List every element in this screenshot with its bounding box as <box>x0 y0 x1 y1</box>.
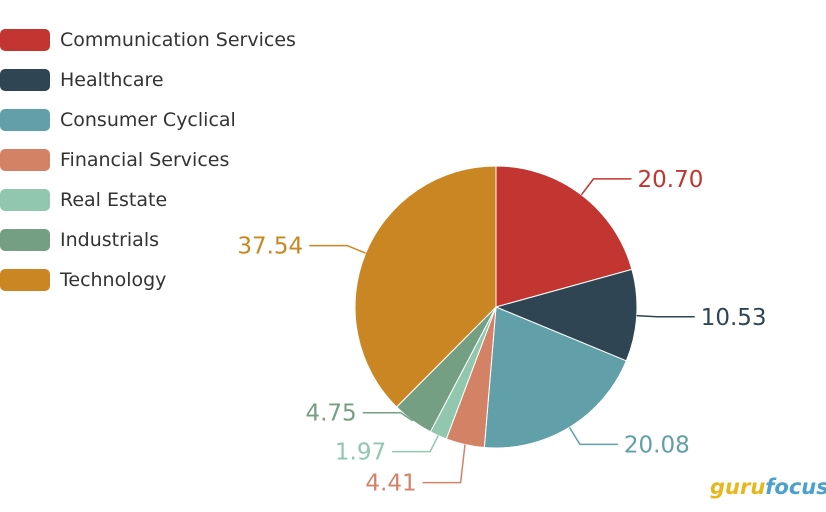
legend-item-consumer-cyclical[interactable]: Consumer Cyclical <box>0 109 236 131</box>
legend-label: Communication Services <box>60 29 296 51</box>
value-label-real-estate: 1.97 <box>335 440 386 466</box>
legend-label: Healthcare <box>60 69 164 91</box>
legend-label: Consumer Cyclical <box>60 109 236 131</box>
legend-swatch <box>0 149 50 171</box>
value-label-industrials: 4.75 <box>305 401 356 427</box>
leader-line-financial-services <box>422 444 466 484</box>
legend-swatch <box>0 189 50 211</box>
legend-swatch <box>0 29 50 51</box>
legend-label: Technology <box>59 269 166 291</box>
legend-item-financial-services[interactable]: Financial Services <box>0 149 229 171</box>
gurufocus-watermark: gurufocus <box>710 475 826 499</box>
legend-item-communication-services[interactable]: Communication Services <box>0 29 296 51</box>
legend-label: Industrials <box>60 229 159 251</box>
leader-lines <box>309 178 695 484</box>
leader-line-real-estate <box>392 435 439 453</box>
slice-consumer-cyclical[interactable] <box>483 306 627 449</box>
value-label-financial-services: 4.41 <box>365 471 416 497</box>
legend-swatch <box>0 269 50 291</box>
value-labels: 20.70 10.53 20.08 4.41 1.97 4.75 37.54 <box>237 167 766 497</box>
value-label-technology: 37.54 <box>237 234 303 260</box>
legend-item-real-estate[interactable]: Real Estate <box>0 189 167 211</box>
legend-swatch <box>0 229 50 251</box>
leader-line-consumer-cyclical <box>568 427 618 446</box>
legend-item-technology[interactable]: Technology <box>0 269 166 291</box>
slice-communication-services[interactable] <box>495 165 633 308</box>
pie-slices <box>354 165 638 449</box>
legend-item-industrials[interactable]: Industrials <box>0 229 159 251</box>
leader-line-healthcare <box>636 314 695 318</box>
leader-line-communication-services <box>580 178 632 196</box>
watermark-text: gurufocus <box>710 475 826 499</box>
legend-swatch <box>0 69 50 91</box>
leader-line-industrials <box>362 411 414 422</box>
legend-label: Financial Services <box>60 149 229 171</box>
value-label-consumer-cyclical: 20.08 <box>624 432 690 458</box>
value-label-communication-services: 20.70 <box>638 167 704 193</box>
leader-line-technology <box>309 244 366 254</box>
legend-label: Real Estate <box>60 189 167 211</box>
legend-swatch <box>0 109 50 131</box>
legend-item-healthcare[interactable]: Healthcare <box>0 69 164 91</box>
value-label-healthcare: 10.53 <box>701 305 767 331</box>
legend: Communication Services Healthcare Consumer… <box>0 29 296 291</box>
